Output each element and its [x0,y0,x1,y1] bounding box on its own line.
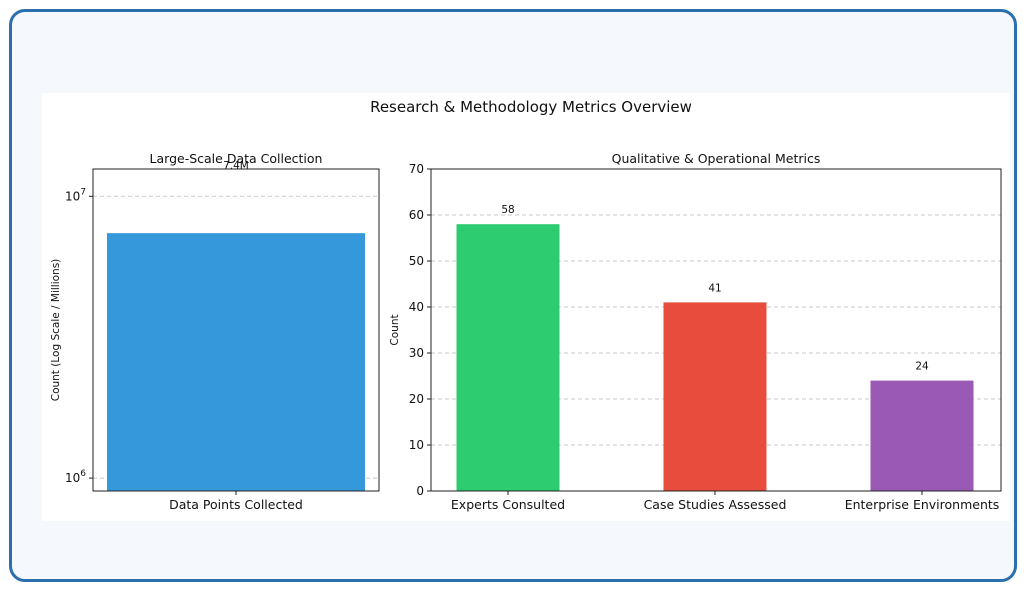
figure-canvas: Research & Methodology Metrics Overview … [42,93,1010,521]
left-chart: Large-Scale Data Collection 106 107 7.4M Dat… [50,151,380,512]
right-xtick-label: Enterprise Environments [845,497,1000,512]
left-chart-title: Large-Scale Data Collection [150,151,323,166]
data-label: 24 [915,361,929,373]
right-ytick-label: 20 [409,392,424,406]
right-plot-frame [430,168,1002,492]
right-ytick-label: 40 [409,300,424,314]
data-label: 58 [501,204,514,216]
bar-0 [456,224,560,491]
right-chart-title: Qualitative & Operational Metrics [612,151,821,166]
bar-2 [870,380,974,491]
left-ytick-label: 106 [65,469,86,485]
figure-title: Research & Methodology Metrics Overview [370,98,692,116]
right-ytick-label: 70 [409,162,424,176]
left-ytick-label: 107 [65,187,86,203]
data-label: 41 [708,282,721,294]
left-y-axis-label: Count (Log Scale / Millions) [50,259,62,402]
charts-svg: Research & Methodology Metrics Overview … [50,98,1002,512]
bar-data-points [107,233,365,492]
right-ytick-label: 10 [409,438,424,452]
page-frame: Research & Methodology Metrics Overview … [9,9,1017,582]
right-ytick-label: 50 [409,254,424,268]
right-xtick-label: Case Studies Assessed [644,497,787,512]
bar-1 [663,302,767,491]
left-xtick-label: Data Points Collected [169,497,303,512]
right-ytick-label: 0 [416,484,424,498]
right-y-axis-label: Count [389,314,401,345]
right-ytick-label: 30 [409,346,424,360]
data-label: 7.4M [223,160,249,172]
right-ytick-label: 60 [409,208,424,222]
right-chart: Qualitative & Operational Metrics 0 10 20 30… [389,151,1002,512]
right-xtick-label: Experts Consulted [451,497,565,512]
